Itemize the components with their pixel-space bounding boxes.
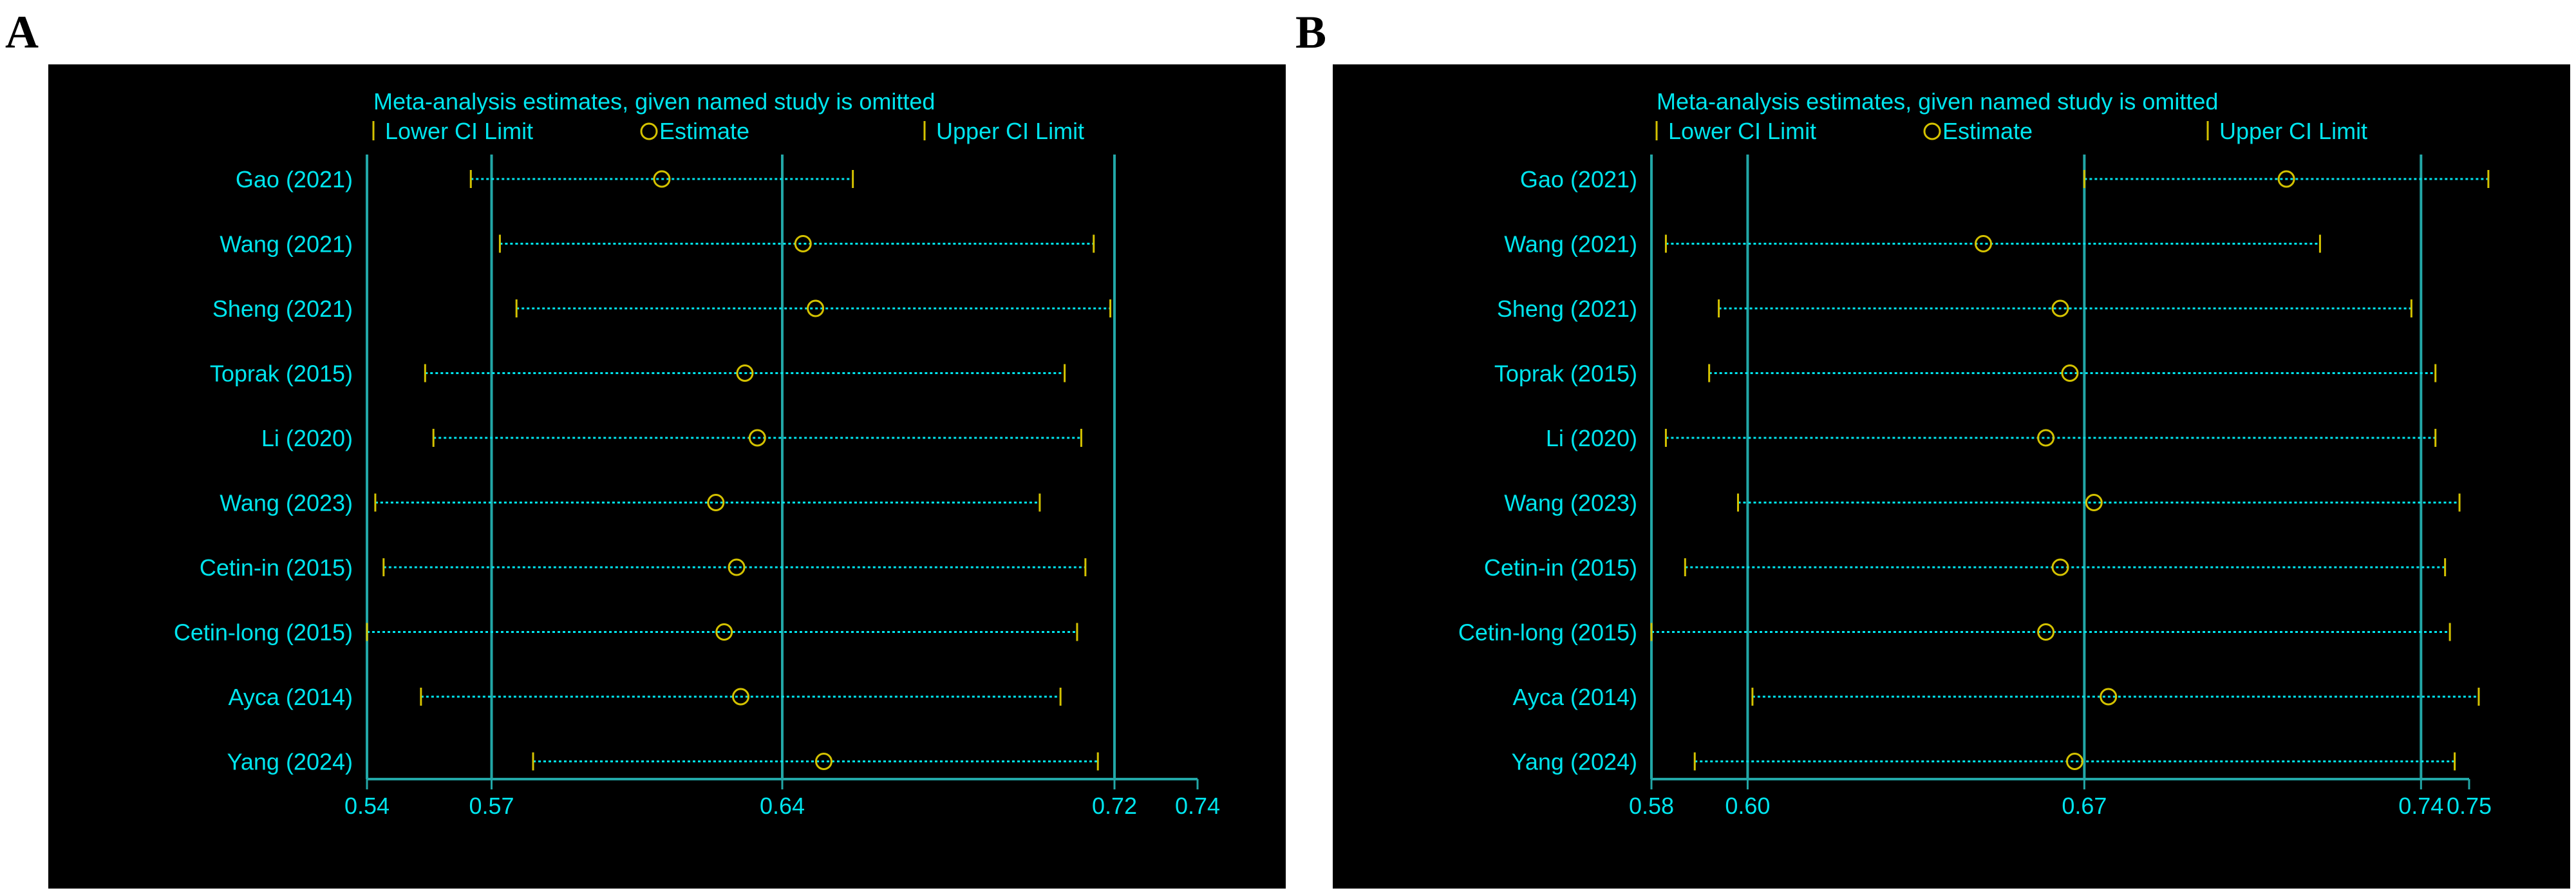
estimate-point — [2065, 753, 2083, 770]
x-tick-label: 0.54 — [344, 793, 390, 819]
study-label: Toprak (2015) — [210, 361, 353, 387]
estimate-point — [2051, 299, 2069, 317]
x-tick-label: 0.64 — [760, 793, 805, 819]
estimate-point — [2061, 364, 2079, 382]
legend-upper-label: Upper CI Limit — [936, 118, 1084, 144]
study-label: Wang (2023) — [220, 490, 353, 516]
study-label: Cetin-in (2015) — [1484, 554, 1637, 581]
study-label: Li (2020) — [261, 425, 353, 451]
legend-estimate-marker — [1923, 122, 1941, 140]
x-tick-label: 0.60 — [1725, 793, 1770, 819]
study-label: Cetin-long (2015) — [174, 619, 353, 646]
estimate-point — [807, 299, 825, 317]
estimate-point — [732, 688, 749, 706]
study-label: Wang (2023) — [1504, 490, 1637, 516]
estimate-point — [1974, 235, 1992, 252]
legend-lower-label: Lower CI Limit — [1668, 118, 1816, 144]
study-label: Gao (2021) — [236, 166, 353, 193]
x-tick-label: 0.57 — [469, 793, 514, 819]
plot-background — [48, 64, 1286, 889]
study-label: Gao (2021) — [1520, 166, 1637, 193]
estimate-point — [736, 364, 754, 382]
x-tick-label: 0.58 — [1629, 793, 1674, 819]
x-tick-label: 0.67 — [2062, 793, 2107, 819]
study-label: Toprak (2015) — [1494, 361, 1637, 387]
estimate-point — [2277, 170, 2295, 188]
study-label: Sheng (2021) — [212, 296, 353, 322]
estimate-point — [715, 623, 733, 641]
estimate-point — [2085, 494, 2103, 511]
study-label: Li (2020) — [1546, 425, 1637, 451]
x-tick-label: 0.75 — [2447, 793, 2492, 819]
legend-upper-label: Upper CI Limit — [2219, 118, 2367, 144]
study-label: Ayca (2014) — [229, 684, 353, 710]
x-tick-label: 0.74 — [2398, 793, 2443, 819]
estimate-point — [2051, 558, 2069, 576]
estimate-point — [815, 753, 832, 770]
study-label: Yang (2024) — [1512, 749, 1637, 775]
legend-estimate-label: Estimate — [659, 118, 749, 144]
x-tick-label: 0.74 — [1175, 793, 1220, 819]
panel-label-b: B — [1295, 6, 1327, 58]
plot-background — [1333, 64, 2570, 889]
study-label: Ayca (2014) — [1513, 684, 1637, 710]
estimate-point — [653, 170, 671, 188]
study-label: Wang (2021) — [220, 231, 353, 258]
estimate-point — [707, 494, 725, 511]
legend-estimate-marker — [640, 122, 658, 140]
estimate-point — [748, 429, 766, 447]
study-label: Cetin-in (2015) — [200, 554, 353, 581]
legend-estimate-label: Estimate — [1942, 118, 2033, 144]
legend-lower-label: Lower CI Limit — [385, 118, 533, 144]
study-label: Cetin-long (2015) — [1458, 619, 1637, 646]
panel-label-a: A — [5, 6, 39, 58]
x-tick-label: 0.72 — [1092, 793, 1137, 819]
study-label: Sheng (2021) — [1497, 296, 1637, 322]
estimate-point — [728, 558, 746, 576]
estimate-point — [2037, 429, 2055, 447]
study-label: Yang (2024) — [227, 749, 353, 775]
study-label: Wang (2021) — [1504, 231, 1637, 258]
estimate-point — [2037, 623, 2055, 641]
legend-title: Meta-analysis estimates, given named stu… — [1657, 88, 2218, 115]
estimate-point — [2100, 688, 2118, 706]
estimate-point — [794, 235, 812, 252]
legend-title: Meta-analysis estimates, given named stu… — [373, 88, 935, 115]
